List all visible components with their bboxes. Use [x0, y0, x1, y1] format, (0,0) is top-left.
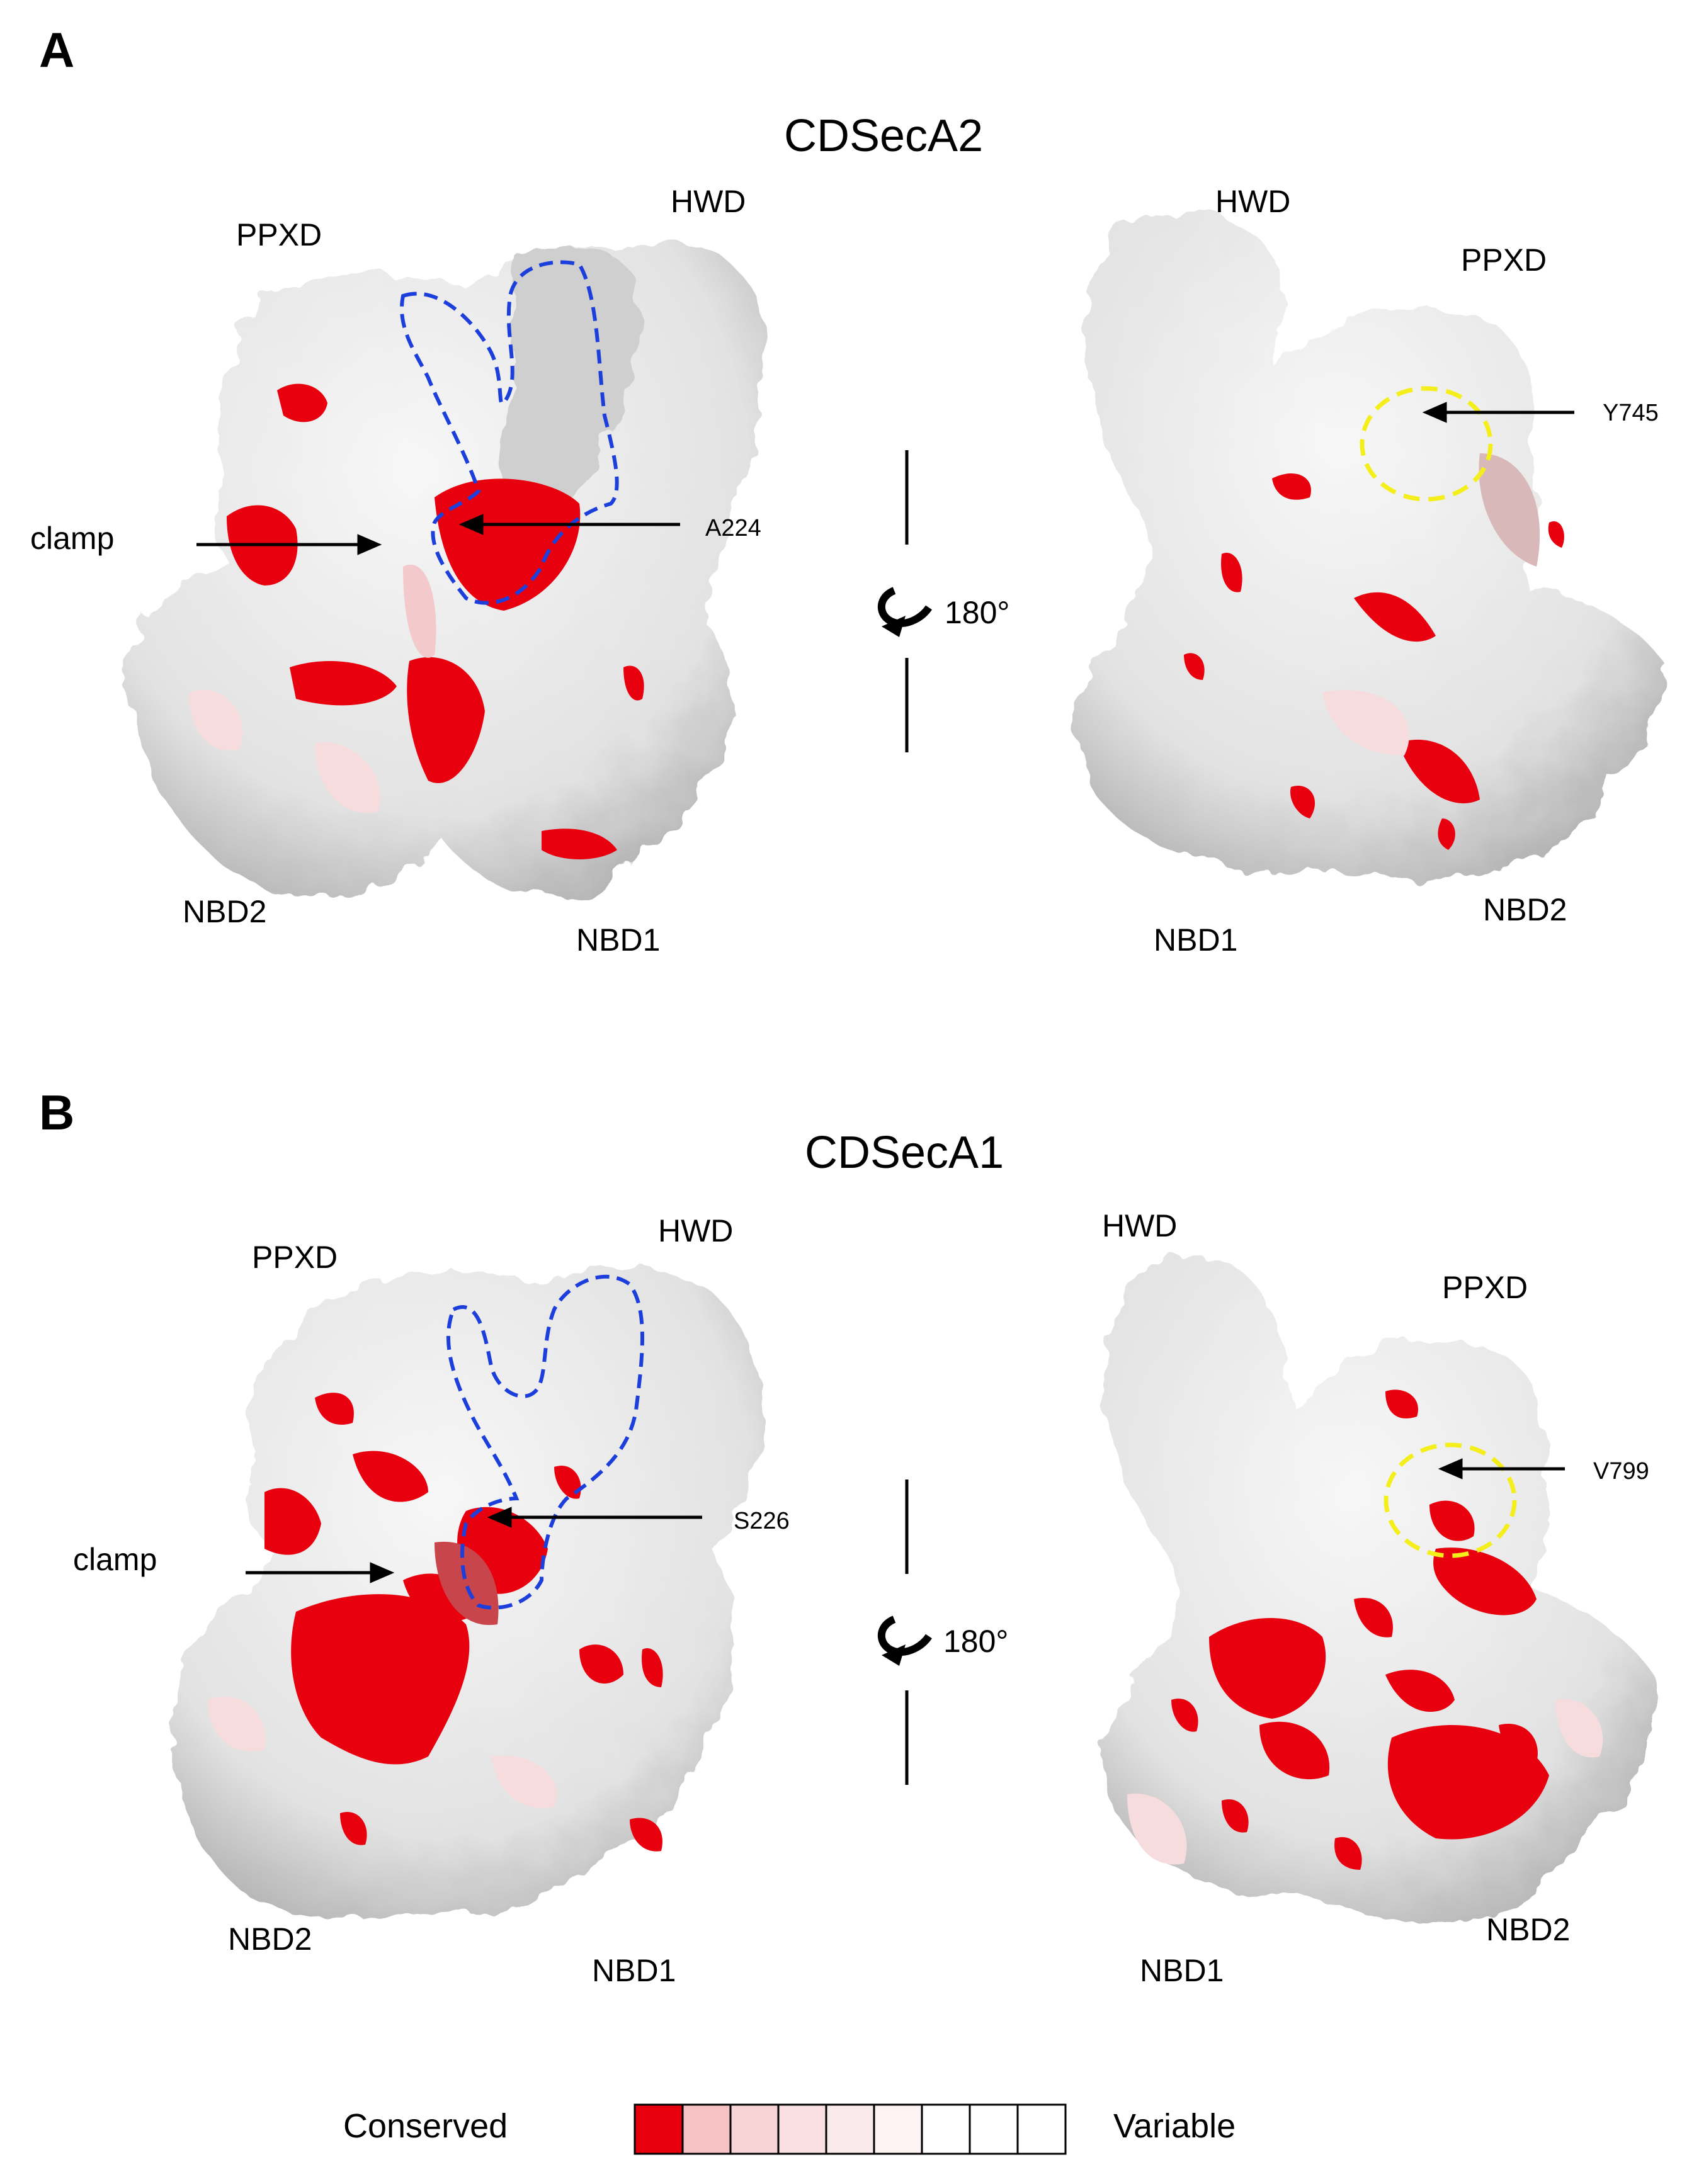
panel-b-left-nbd2-label: NBD2	[228, 1921, 312, 1957]
panel-b-right-yellow-circle	[1384, 1442, 1517, 1558]
panel-b-residue-arrow	[487, 1507, 702, 1528]
panel-a-left-conserved-patches	[189, 383, 644, 859]
panel-b-right-hwd-label: HWD	[1102, 1208, 1178, 1243]
panel-b-right-ppxd-label: PPXD	[1442, 1270, 1528, 1305]
panel-a-right-yellow-circle	[1360, 386, 1493, 502]
panel-b-title: CDSecA1	[805, 1128, 1004, 1178]
panel-b-right-surface	[1102, 1257, 1657, 1922]
panel-a-left-surface	[128, 240, 763, 897]
panel-b-right-nbd1-label: NBD1	[1140, 1953, 1224, 1988]
scale-swatch-5	[825, 2103, 875, 2155]
panel-a-right-nbd2-label: NBD2	[1483, 892, 1567, 927]
panel-a-right-nbd1-label: NBD1	[1154, 922, 1238, 958]
panel-letter-b: B	[39, 1085, 75, 1140]
legend-variable-label: Variable	[1113, 2107, 1236, 2145]
panel-a-clamp-arrow	[196, 534, 382, 555]
conservation-color-scale	[634, 2103, 1067, 2155]
panel-b-right-conserved-patches	[1127, 1389, 1603, 1870]
panel-a-right-hwd-label: HWD	[1215, 184, 1291, 219]
panel-letter-a: A	[39, 22, 75, 77]
panel-a-right-residue-arrow	[1422, 402, 1574, 423]
panel-a-rotation-symbol	[878, 450, 932, 752]
panel-a-left-hwd-label: HWD	[671, 184, 746, 219]
panel-a-left-residue-label: A224	[705, 515, 761, 541]
panel-a-residue-arrow	[458, 514, 680, 535]
panel-b-rotation-label: 180°	[943, 1624, 1009, 1659]
legend-conserved-label: Conserved	[343, 2107, 508, 2145]
scale-swatch-3	[729, 2103, 780, 2155]
panel-a-right-conserved-patches	[1184, 453, 1564, 850]
scale-swatch-8	[969, 2103, 1019, 2155]
panel-b-rotation-symbol	[878, 1480, 932, 1785]
panel-a-title: CDSecA2	[784, 111, 984, 161]
scale-swatch-9	[1016, 2103, 1067, 2155]
panel-a-right-ppxd-label: PPXD	[1461, 242, 1547, 278]
panel-b-left-blue-outline	[446, 1274, 644, 1610]
panel-b-right-residue-label: V799	[1593, 1458, 1649, 1485]
panel-b-right-residue-arrow	[1438, 1458, 1565, 1480]
panel-a-left-nbd1-label: NBD1	[576, 922, 661, 958]
scale-swatch-1	[634, 2103, 684, 2155]
panel-a-right-residue-label: Y745	[1603, 400, 1659, 426]
panel-b-left-ppxd-label: PPXD	[252, 1240, 338, 1275]
panel-b-clamp-arrow	[246, 1562, 395, 1583]
panel-a-left-ppxd-label: PPXD	[236, 217, 322, 252]
scale-swatch-2	[681, 2103, 732, 2155]
panel-b-left-hwd-label: HWD	[658, 1213, 734, 1248]
scale-swatch-7	[921, 2103, 971, 2155]
panel-a-right-surface	[1076, 212, 1664, 878]
panel-b-left-conserved-patches	[208, 1393, 663, 1852]
panel-a-left-clamp-label: clamp	[30, 521, 115, 556]
panel-a-left-nbd2-label: NBD2	[183, 894, 267, 929]
panel-b-left-nbd1-label: NBD1	[592, 1953, 676, 1988]
panel-b-left-residue-label: S226	[734, 1508, 790, 1534]
panel-b-left-clamp-label: clamp	[73, 1542, 157, 1577]
panel-a-rotation-label: 180°	[945, 595, 1010, 630]
scale-swatch-4	[777, 2103, 827, 2155]
panel-b-right-nbd2-label: NBD2	[1486, 1912, 1571, 1947]
scale-swatch-6	[873, 2103, 923, 2155]
